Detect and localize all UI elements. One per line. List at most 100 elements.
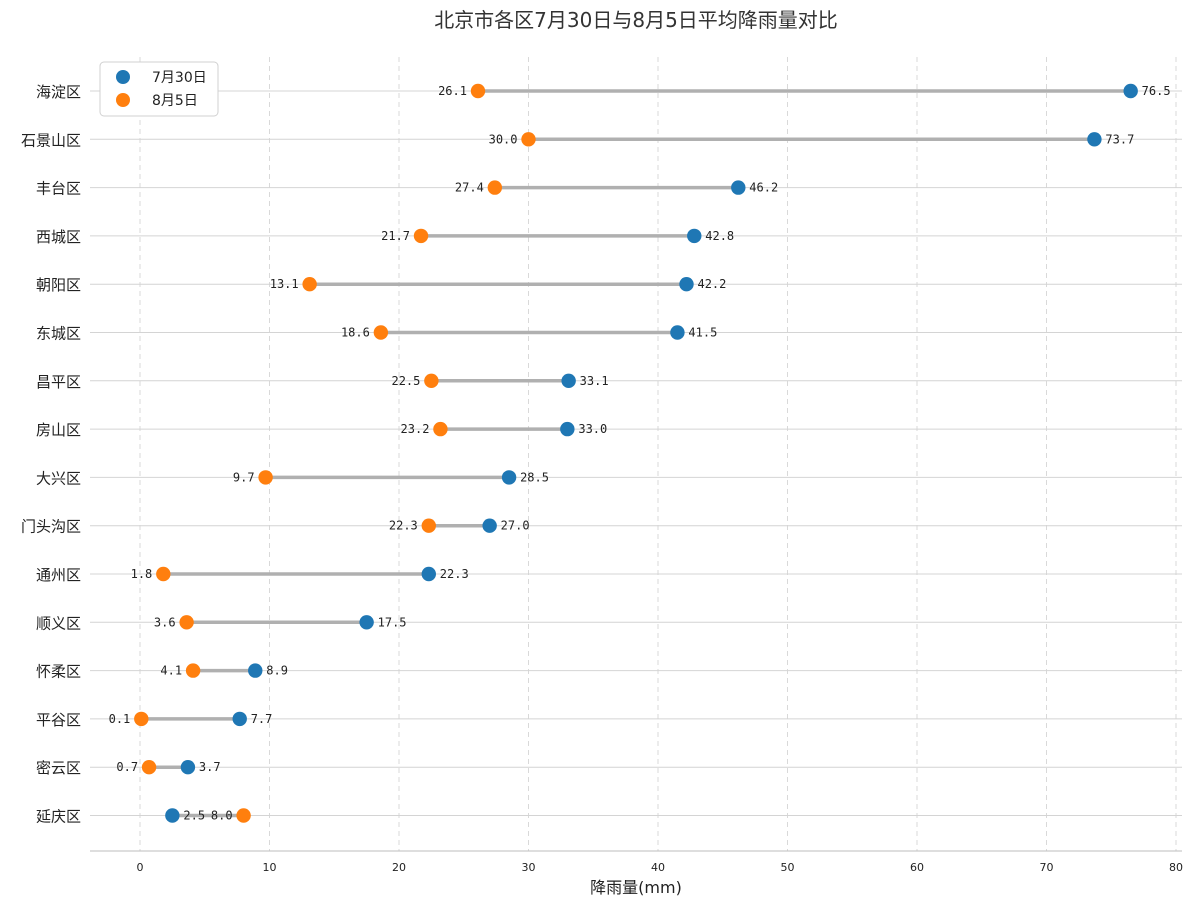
legend-label-series-1: 7月30日 xyxy=(152,70,207,86)
point-series-1 xyxy=(165,808,180,823)
value-label-series-1: 28.5 xyxy=(520,470,549,484)
x-axis-label: 降雨量(mm) xyxy=(590,878,682,897)
point-series-1 xyxy=(670,325,685,340)
value-label-series-2: 9.7 xyxy=(233,470,255,484)
value-label-series-1: 46.2 xyxy=(749,181,778,195)
point-series-2 xyxy=(302,277,317,292)
value-label-series-2: 3.6 xyxy=(154,615,176,629)
x-tick-label: 40 xyxy=(651,861,665,874)
legend: 7月30日 8月5日 xyxy=(99,61,219,117)
x-tick-label: 60 xyxy=(910,861,924,874)
grid-lines xyxy=(90,57,1182,851)
value-label-series-2: 27.4 xyxy=(455,181,484,195)
point-series-1 xyxy=(561,373,576,388)
point-series-2 xyxy=(185,663,201,678)
axes: 0 10 20 30 40 50 60 70 80 海淀区石景山区丰台区西城区朝阳区东城区昌平区房… xyxy=(21,83,1183,874)
point-series-1 xyxy=(421,566,436,582)
x-tick-label: 30 xyxy=(522,861,536,874)
value-label-series-2: 23.2 xyxy=(401,422,430,436)
point-series-1 xyxy=(1123,83,1138,99)
value-label-series-1: 42.8 xyxy=(705,229,734,243)
y-tick-label: 怀柔区 xyxy=(36,663,81,681)
value-label-series-2: 13.1 xyxy=(270,277,299,291)
y-tick-label: 石景山区 xyxy=(21,131,81,149)
value-label-series-2: 22.5 xyxy=(391,374,420,388)
value-label-series-2: 4.1 xyxy=(160,664,182,678)
point-series-2 xyxy=(236,808,251,823)
point-series-1 xyxy=(687,228,702,244)
y-tick-label: 顺义区 xyxy=(36,614,81,632)
point-series-1 xyxy=(731,180,746,195)
point-series-1 xyxy=(482,518,497,533)
point-series-2 xyxy=(424,373,439,388)
point-series-2 xyxy=(134,711,149,727)
point-series-2 xyxy=(413,228,429,244)
value-label-series-1: 3.7 xyxy=(199,760,221,774)
y-tick-label: 密云区 xyxy=(36,759,81,777)
x-tick-label: 0 xyxy=(137,861,144,874)
value-label-series-2: 21.7 xyxy=(381,229,410,243)
value-label-series-1: 27.0 xyxy=(501,519,530,533)
y-tick-label: 海淀区 xyxy=(36,83,81,101)
value-label-series-2: 30.0 xyxy=(489,132,518,146)
value-label-series-2: 1.8 xyxy=(131,567,153,581)
point-series-2 xyxy=(487,180,503,195)
y-tick-label: 平谷区 xyxy=(36,711,81,729)
y-tick-label: 延庆区 xyxy=(36,808,81,826)
x-tick-label: 20 xyxy=(392,861,406,874)
point-series-1 xyxy=(232,711,247,727)
point-series-2 xyxy=(141,760,157,775)
x-tick-label: 10 xyxy=(263,861,277,874)
point-series-1 xyxy=(359,615,374,630)
value-label-series-1: 42.2 xyxy=(697,277,726,291)
y-tick-label: 通州区 xyxy=(36,566,81,584)
value-label-series-1: 73.7 xyxy=(1105,132,1134,146)
value-label-series-2: 26.1 xyxy=(438,84,467,98)
point-series-2 xyxy=(521,132,536,147)
point-series-2 xyxy=(179,615,194,630)
y-tick-label: 朝阳区 xyxy=(36,276,81,294)
point-series-2 xyxy=(258,470,273,485)
y-tick-label: 东城区 xyxy=(36,325,81,343)
value-label-series-2: 0.1 xyxy=(109,712,131,726)
value-labels: 76.5 26.1 73.7 30.0 46.2 27.4 42.8 21.7 42.2 13.1… xyxy=(109,84,1171,823)
y-tick-label: 大兴区 xyxy=(36,469,81,487)
y-tick-label: 房山区 xyxy=(36,421,81,439)
y-tick-label: 西城区 xyxy=(36,228,81,246)
chart-title: 北京市各区7月30日与8月5日平均降雨量对比 xyxy=(434,8,838,32)
value-label-series-1: 22.3 xyxy=(440,567,469,581)
value-label-series-1: 33.1 xyxy=(580,374,609,388)
x-tick-label: 80 xyxy=(1169,861,1183,874)
value-label-series-1: 17.5 xyxy=(378,615,407,629)
value-label-series-2: 8.0 xyxy=(211,809,233,823)
x-tick-label: 70 xyxy=(1040,861,1054,874)
point-series-1 xyxy=(501,470,517,485)
point-series-1 xyxy=(248,663,263,678)
point-series-2 xyxy=(421,518,436,533)
legend-label-series-2: 8月5日 xyxy=(152,93,198,109)
value-label-series-1: 33.0 xyxy=(578,422,607,436)
value-label-series-1: 41.5 xyxy=(688,326,717,340)
legend-marker-series-2 xyxy=(116,93,130,107)
value-label-series-1: 8.9 xyxy=(266,664,288,678)
connectors xyxy=(139,89,1133,818)
data-points xyxy=(134,83,1138,823)
point-series-2 xyxy=(433,421,448,437)
point-series-2 xyxy=(156,566,171,582)
y-tick-label: 丰台区 xyxy=(36,180,81,198)
legend-marker-series-1 xyxy=(116,70,130,84)
point-series-1 xyxy=(679,277,694,292)
x-tick-label: 50 xyxy=(781,861,795,874)
value-label-series-2: 18.6 xyxy=(341,326,370,340)
value-label-series-2: 22.3 xyxy=(389,519,418,533)
point-series-2 xyxy=(373,325,389,340)
y-tick-label: 门头沟区 xyxy=(21,518,81,536)
y-tick-label: 昌平区 xyxy=(36,373,81,391)
value-label-series-2: 0.7 xyxy=(116,760,138,774)
value-label-series-1: 2.5 xyxy=(183,809,205,823)
value-label-series-1: 76.5 xyxy=(1142,84,1171,98)
point-series-1 xyxy=(180,760,196,775)
point-series-1 xyxy=(560,421,575,437)
point-series-1 xyxy=(1087,132,1102,147)
